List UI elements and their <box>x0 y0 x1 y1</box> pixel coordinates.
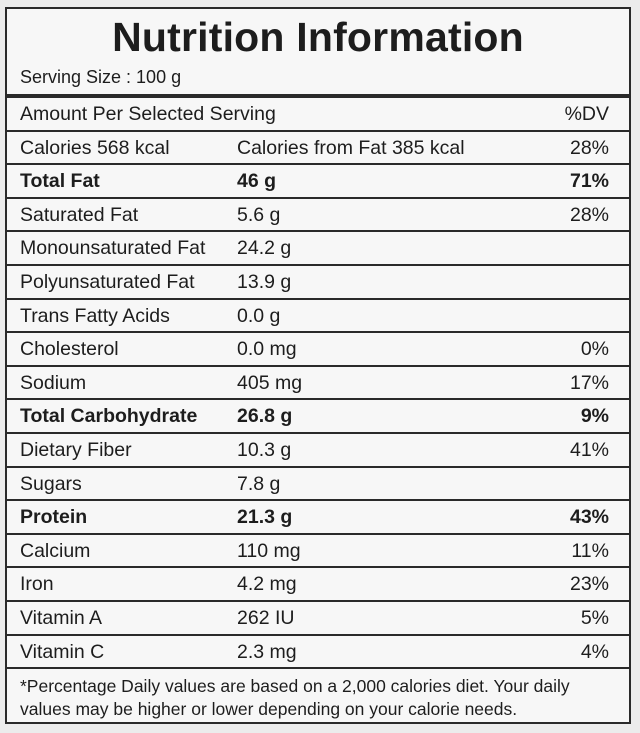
nutrient-name: Vitamin A <box>20 606 103 629</box>
nutrient-name: Total Fat <box>20 170 100 193</box>
nutrient-name: Calcium <box>20 539 91 562</box>
nutrient-dv: 41% <box>569 438 609 461</box>
nutrition-label: Nutrition Information Serving Size : 100… <box>5 7 631 724</box>
nutrient-dv: 9% <box>580 405 609 428</box>
nutrient-row: Vitamin A 262 IU 5% <box>7 602 629 636</box>
nutrient-amount: 405 mg <box>237 371 303 394</box>
calories-dv: 28% <box>569 136 609 159</box>
nutrient-name: Iron <box>20 573 54 596</box>
dv-header-label: %DV <box>564 103 609 125</box>
nutrient-name: Trans Fatty Acids <box>20 304 170 327</box>
nutrient-row: Total Carbohydrate 26.8 g 9% <box>7 400 629 434</box>
nutrient-row: Trans Fatty Acids 0.0 g <box>7 300 629 334</box>
nutrient-name: Protein <box>20 506 88 529</box>
nutrient-dv: 28% <box>569 203 609 226</box>
nutrient-row: Iron 4.2 mg 23% <box>7 568 629 602</box>
serving-size: Serving Size : 100 g <box>7 64 629 98</box>
calories-row: Calories 568 kcal Calories from Fat 385 … <box>7 132 629 166</box>
nutrient-rows: Total Fat 46 g 71% Saturated Fat 5.6 g 28% Mon… <box>7 165 629 670</box>
nutrient-row: Vitamin C 2.3 mg 4% <box>7 636 629 670</box>
amount-header-row: Amount Per Selected Serving %DV <box>7 98 629 132</box>
nutrient-name: Sugars <box>20 472 82 495</box>
nutrient-dv: 0% <box>580 338 609 361</box>
nutrient-amount: 4.2 mg <box>237 573 297 596</box>
nutrient-amount: 21.3 g <box>237 506 293 529</box>
nutrient-name: Sodium <box>20 371 87 394</box>
nutrient-amount: 5.6 g <box>237 203 281 226</box>
nutrient-dv: 71% <box>569 170 609 193</box>
nutrient-amount: 26.8 g <box>237 405 293 428</box>
nutrient-row: Sodium 405 mg 17% <box>7 367 629 401</box>
nutrient-dv: 4% <box>580 640 609 663</box>
nutrient-dv: 23% <box>569 573 609 596</box>
nutrient-row: Protein 21.3 g 43% <box>7 501 629 535</box>
nutrient-amount: 24.2 g <box>237 237 292 260</box>
calories-label: Calories 568 kcal <box>20 136 170 159</box>
nutrient-row: Cholesterol 0.0 mg 0% <box>7 333 629 367</box>
nutrient-dv: 43% <box>569 506 609 529</box>
nutrient-row: Total Fat 46 g 71% <box>7 165 629 199</box>
nutrient-row: Dietary Fiber 10.3 g 41% <box>7 434 629 468</box>
nutrient-amount: 46 g <box>237 170 277 193</box>
nutrient-name: Total Carbohydrate <box>20 405 198 428</box>
nutrient-name: Polyunsaturated Fat <box>20 270 195 293</box>
nutrient-name: Saturated Fat <box>20 203 139 226</box>
nutrient-amount: 0.0 mg <box>237 338 297 361</box>
footnote: *Percentage Daily values are based on a … <box>20 676 570 720</box>
nutrient-amount: 110 mg <box>237 539 301 562</box>
nutrient-amount: 0.0 g <box>237 304 281 327</box>
nutrient-dv: 11% <box>571 539 609 562</box>
nutrient-row: Calcium 110 mg 11% <box>7 535 629 569</box>
amount-header-label: Amount Per Selected Serving <box>20 103 276 125</box>
nutrient-dv: 17% <box>569 371 609 394</box>
nutrient-row: Monounsaturated Fat 24.2 g <box>7 232 629 266</box>
nutrient-name: Monounsaturated Fat <box>20 237 206 260</box>
nutrient-row: Saturated Fat 5.6 g 28% <box>7 199 629 233</box>
nutrient-amount: 10.3 g <box>237 438 292 461</box>
nutrient-name: Dietary Fiber <box>20 438 132 461</box>
nutrient-amount: 7.8 g <box>237 472 281 495</box>
label-title: Nutrition Information <box>112 14 524 60</box>
nutrient-dv: 5% <box>580 606 609 629</box>
fat-calories-label: Calories from Fat 385 kcal <box>237 136 465 159</box>
nutrient-name: Cholesterol <box>20 338 119 361</box>
nutrient-row: Polyunsaturated Fat 13.9 g <box>7 266 629 300</box>
nutrient-amount: 2.3 mg <box>237 640 297 663</box>
nutrient-row: Sugars 7.8 g <box>7 468 629 502</box>
nutrient-amount: 13.9 g <box>237 270 292 293</box>
nutrient-name: Vitamin C <box>20 640 105 663</box>
nutrient-amount: 262 IU <box>237 606 295 629</box>
